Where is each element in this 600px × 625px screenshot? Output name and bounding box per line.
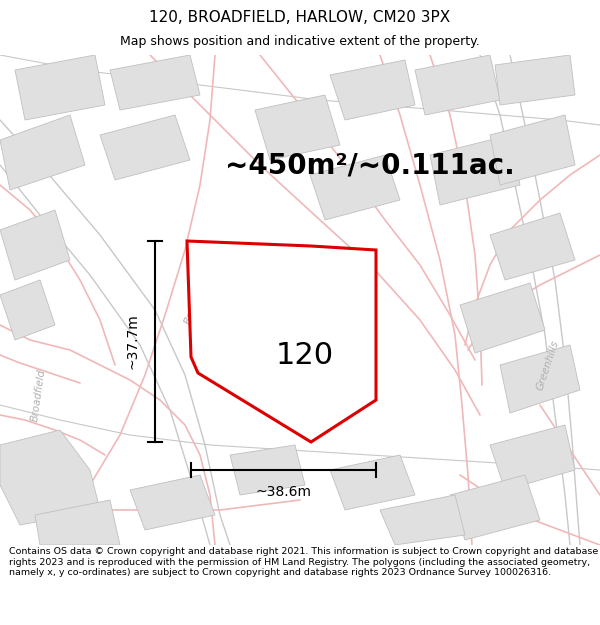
Text: ~450m²/~0.111ac.: ~450m²/~0.111ac. <box>225 151 515 179</box>
Polygon shape <box>0 115 85 190</box>
Text: 120: 120 <box>276 341 334 369</box>
Polygon shape <box>430 135 520 205</box>
Polygon shape <box>187 241 376 442</box>
Polygon shape <box>330 60 415 120</box>
Polygon shape <box>490 213 575 280</box>
Polygon shape <box>0 210 70 280</box>
Text: Map shows position and indicative extent of the property.: Map shows position and indicative extent… <box>120 35 480 48</box>
Text: Contains OS data © Crown copyright and database right 2021. This information is : Contains OS data © Crown copyright and d… <box>9 548 598 578</box>
Polygon shape <box>230 445 305 495</box>
Polygon shape <box>490 425 575 490</box>
Text: ~37.7m: ~37.7m <box>126 314 140 369</box>
Polygon shape <box>255 95 340 160</box>
Polygon shape <box>0 430 100 525</box>
Text: ~38.6m: ~38.6m <box>256 485 311 499</box>
Polygon shape <box>415 55 500 115</box>
Polygon shape <box>500 345 580 413</box>
Polygon shape <box>460 283 545 353</box>
Polygon shape <box>490 115 575 185</box>
Polygon shape <box>110 55 200 110</box>
Polygon shape <box>380 495 465 545</box>
Polygon shape <box>15 55 105 120</box>
Polygon shape <box>310 155 400 220</box>
Text: Greenhills: Greenhills <box>535 339 561 391</box>
Polygon shape <box>130 475 215 530</box>
Polygon shape <box>100 115 190 180</box>
Polygon shape <box>450 475 540 540</box>
Polygon shape <box>330 455 415 510</box>
Text: Broadfie: Broadfie <box>184 281 206 325</box>
Text: 120, BROADFIELD, HARLOW, CM20 3PX: 120, BROADFIELD, HARLOW, CM20 3PX <box>149 10 451 25</box>
Polygon shape <box>35 500 120 545</box>
Polygon shape <box>0 280 55 340</box>
Text: Broadfield: Broadfield <box>29 368 47 422</box>
Polygon shape <box>495 55 575 105</box>
